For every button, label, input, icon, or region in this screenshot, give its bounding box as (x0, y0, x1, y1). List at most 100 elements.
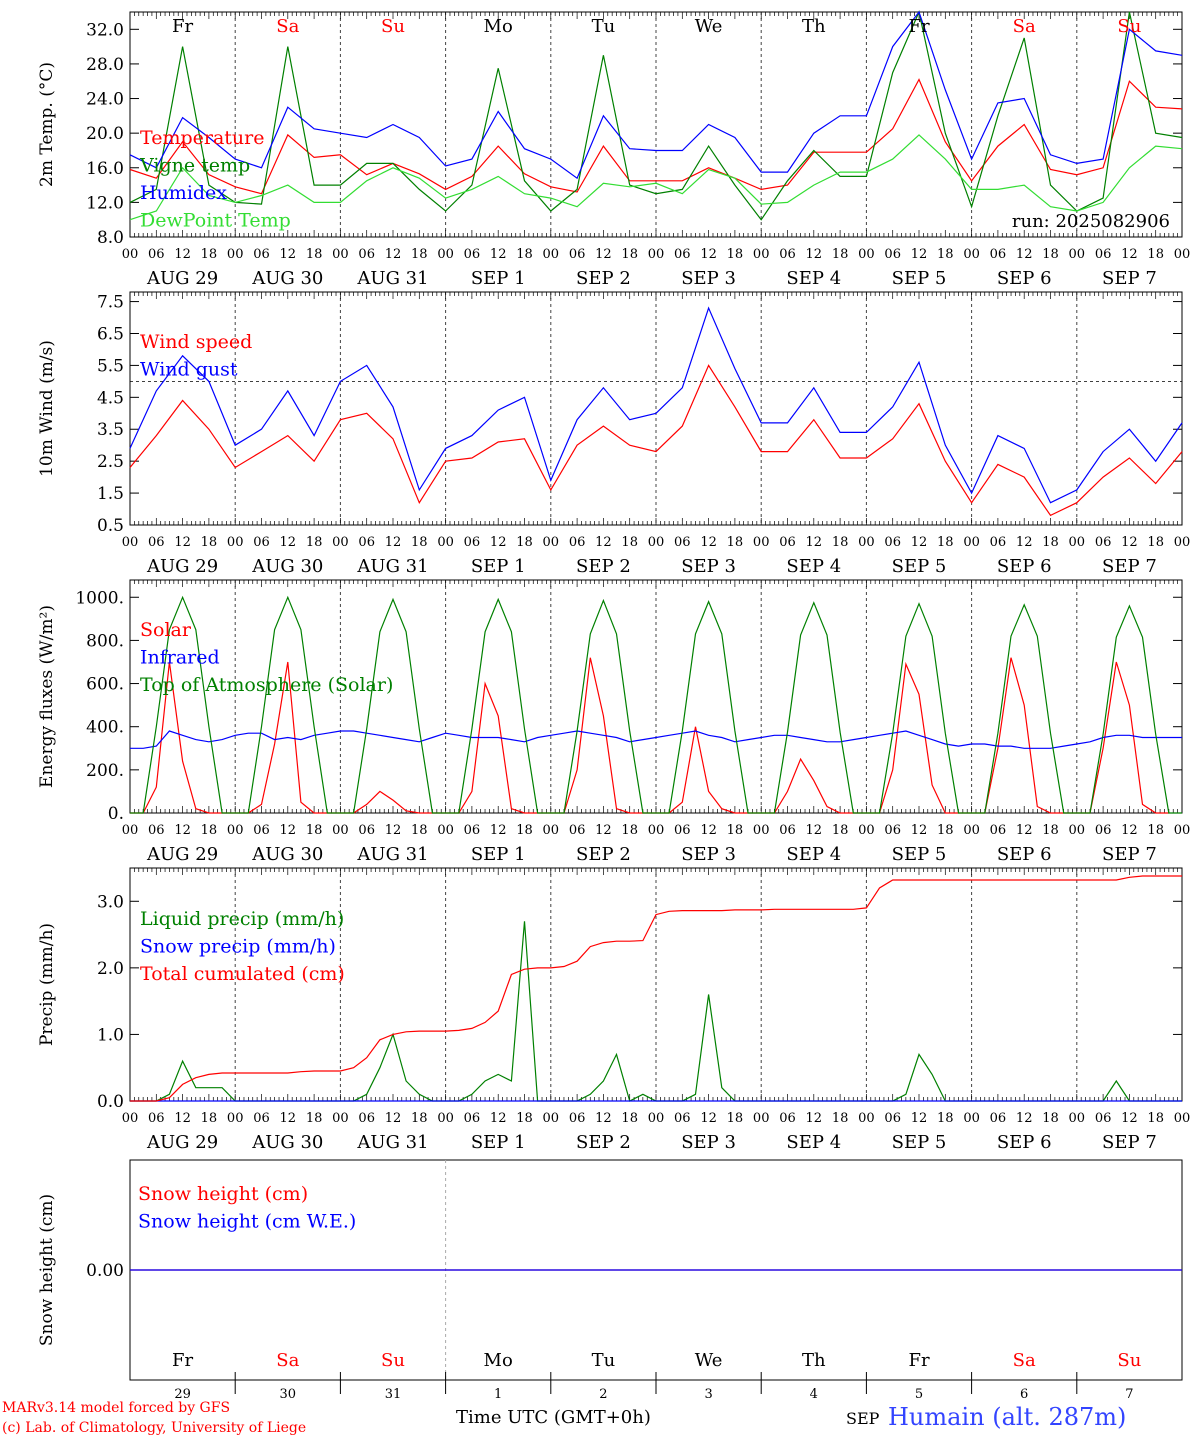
x-hour-label: 00 (648, 247, 665, 262)
x-date-label: AUG 31 (356, 1132, 428, 1153)
x-hour-label: 06 (253, 823, 270, 838)
x-date-label: SEP 3 (681, 268, 736, 289)
chart-panel-1: 8.0 12.0 16.0 20.0 24.0 28.0 32.0 2m Temp. (°C)… (37, 10, 1191, 289)
x-hour-label: 12 (490, 535, 507, 550)
weekday-label: We (695, 16, 723, 37)
x-hour-label: 00 (437, 1111, 454, 1126)
series-line-3 (130, 875, 1182, 1102)
x-hour-label: 12 (911, 535, 928, 550)
x-hour-label: 12 (1121, 1111, 1138, 1126)
y-axis-label: 2m Temp. (°C) (37, 62, 57, 187)
x-hour-label: 18 (727, 1111, 744, 1126)
x-hour-label: 00 (753, 247, 770, 262)
weekday-label: Tu (592, 16, 616, 37)
x-hour-label: 00 (122, 823, 139, 838)
series-line-2 (129, 10, 1183, 221)
x-date-label: SEP 1 (471, 556, 526, 577)
weekday-label: Th (802, 1350, 826, 1371)
x-hour-label: 18 (832, 535, 849, 550)
y-tick-label: 1.0 (97, 1025, 124, 1045)
x-hour-label: 06 (569, 823, 586, 838)
credit-line-2: (c) Lab. of Climatology, University of L… (2, 1420, 307, 1436)
chart-panel-3: 0. 200. 400. 600. 800. 1000. Energy fluxes (W/… (37, 579, 1191, 865)
x-hour-label: 06 (358, 1111, 375, 1126)
x-hour-label: 18 (1042, 535, 1059, 550)
x-hour-label: 00 (963, 535, 980, 550)
x-date-label: SEP 1 (471, 844, 526, 865)
y-axis-label: 10m Wind (m/s) (37, 340, 57, 477)
x-hour-label: 06 (148, 823, 165, 838)
x-hour-label: 12 (700, 247, 717, 262)
x-hour-label: 12 (1016, 535, 1033, 550)
weekday-label: Tu (592, 1350, 616, 1371)
x-hour-label: 18 (832, 247, 849, 262)
x-hour-label: 06 (569, 535, 586, 550)
x-hour-label: 12 (280, 1111, 297, 1126)
legend-entry: Snow height (cm W.E.) (138, 1211, 356, 1233)
x-hour-label: 18 (832, 823, 849, 838)
x-hour-label: 06 (674, 1111, 691, 1126)
x-hour-label: 06 (674, 535, 691, 550)
x-hour-label: 00 (543, 823, 560, 838)
day-number-label: 29 (174, 1387, 191, 1402)
x-hour-label: 18 (621, 1111, 638, 1126)
x-hour-label: 06 (990, 535, 1007, 550)
x-hour-label: 18 (1147, 247, 1164, 262)
x-hour-label: 12 (280, 823, 297, 838)
x-hour-label: 06 (464, 535, 481, 550)
x-hour-label: 00 (858, 823, 875, 838)
x-date-label: SEP 5 (892, 844, 947, 865)
x-date-label: SEP 6 (997, 556, 1052, 577)
x-hour-label: 12 (280, 535, 297, 550)
x-hour-label: 12 (1121, 823, 1138, 838)
legend-entry: Snow height (cm) (138, 1183, 308, 1205)
x-hour-label: 00 (227, 535, 244, 550)
x-hour-label: 18 (411, 1111, 428, 1126)
x-hour-label: 00 (122, 247, 139, 262)
x-hour-label: 00 (227, 823, 244, 838)
x-hour-label: 18 (727, 535, 744, 550)
x-hour-label: 18 (201, 1111, 218, 1126)
x-hour-label: 12 (385, 823, 402, 838)
chart-panel-2: 0.5 1.5 2.5 3.5 4.5 5.5 6.5 7.5 10m Wind (m/s) Wi… (37, 291, 1190, 577)
x-hour-label: 18 (201, 823, 218, 838)
x-date-label: SEP 6 (997, 1132, 1052, 1153)
x-hour-label: 18 (621, 247, 638, 262)
series-line-3 (129, 10, 1183, 180)
x-date-label: AUG 31 (356, 844, 428, 865)
weekday-label: Mo (484, 1350, 513, 1371)
legend-entry: Temperature (140, 127, 264, 149)
weekday-label: Fr (908, 1350, 929, 1371)
day-number-label: 6 (1020, 1387, 1028, 1402)
day-number-label: 7 (1125, 1387, 1133, 1402)
x-date-label: SEP 2 (576, 1132, 631, 1153)
run-label: run: 2025082906 (1012, 211, 1170, 232)
x-hour-label: 12 (595, 1111, 612, 1126)
x-hour-label: 18 (1042, 823, 1059, 838)
y-tick-label: 6.5 (97, 324, 124, 344)
x-hour-label: 18 (306, 823, 323, 838)
series-line-4 (129, 134, 1183, 221)
credit-line-1: MARv3.14 model forced by GFS (2, 1400, 231, 1416)
x-hour-label: 12 (806, 247, 823, 262)
x-hour-label: 00 (332, 535, 349, 550)
x-hour-label: 18 (727, 247, 744, 262)
y-tick-label: 0.00 (86, 1261, 124, 1281)
x-hour-label: 06 (253, 1111, 270, 1126)
y-tick-label: 5.5 (97, 356, 124, 376)
x-hour-label: 00 (1174, 247, 1191, 262)
x-hour-label: 00 (963, 1111, 980, 1126)
x-hour-label: 06 (253, 247, 270, 262)
x-hour-label: 12 (700, 1111, 717, 1126)
x-hour-label: 06 (990, 247, 1007, 262)
x-date-label: SEP 3 (681, 1132, 736, 1153)
day-number-label: 3 (704, 1387, 712, 1402)
x-hour-label: 06 (1095, 823, 1112, 838)
x-hour-label: 00 (1174, 823, 1191, 838)
x-hour-label: 12 (1121, 535, 1138, 550)
y-tick-label: 1000. (75, 588, 124, 608)
x-hour-label: 06 (674, 823, 691, 838)
x-hour-label: 12 (1016, 823, 1033, 838)
time-axis-label: Time UTC (GMT+0h) (456, 1407, 651, 1428)
